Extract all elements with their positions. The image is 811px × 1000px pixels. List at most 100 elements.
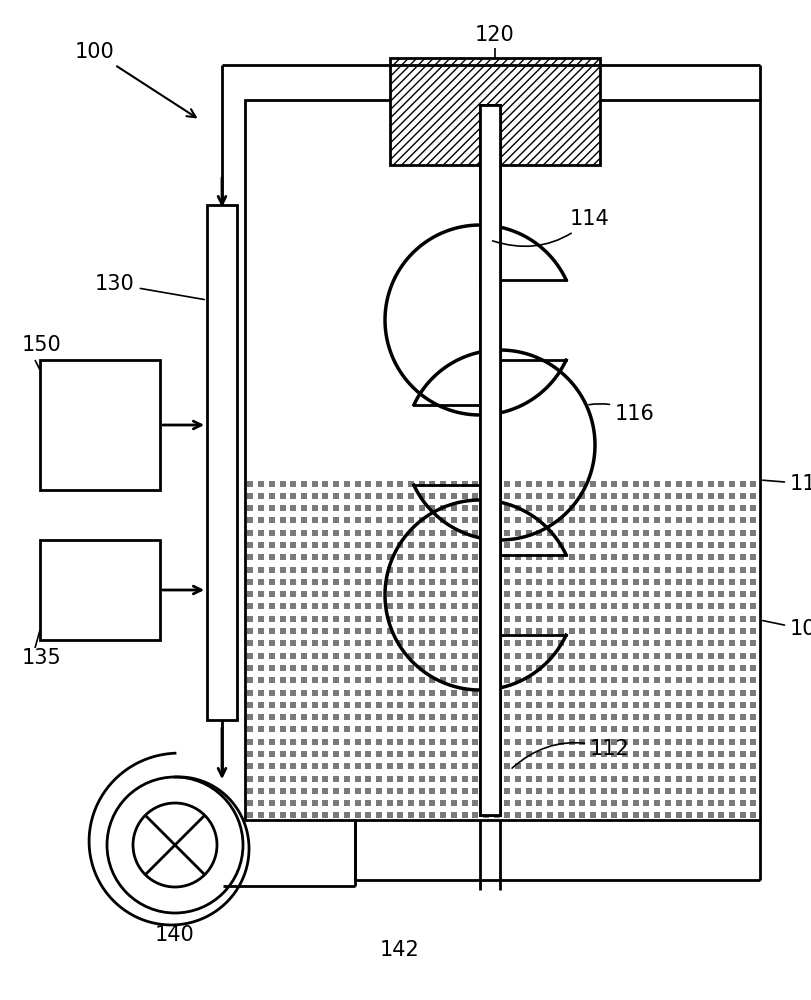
Bar xyxy=(578,726,585,732)
Bar xyxy=(525,739,531,745)
Bar xyxy=(525,530,531,536)
Bar xyxy=(514,628,521,634)
Bar xyxy=(483,640,488,646)
Bar xyxy=(311,653,317,659)
Bar xyxy=(590,677,595,683)
Bar xyxy=(707,776,713,782)
Text: 114: 114 xyxy=(492,209,609,246)
Bar xyxy=(611,763,616,769)
Bar xyxy=(258,530,264,536)
Bar xyxy=(418,751,424,757)
Bar xyxy=(611,616,616,622)
Bar xyxy=(739,800,744,806)
Bar xyxy=(440,714,445,720)
Bar xyxy=(568,812,574,818)
Bar xyxy=(333,714,339,720)
Bar xyxy=(685,677,692,683)
Bar xyxy=(536,628,542,634)
Bar xyxy=(440,776,445,782)
Bar xyxy=(322,726,328,732)
Bar xyxy=(493,567,499,573)
Bar xyxy=(590,665,595,671)
Bar xyxy=(333,702,339,708)
Bar xyxy=(718,702,723,708)
Bar xyxy=(397,677,403,683)
Bar xyxy=(408,493,414,499)
Bar xyxy=(578,763,585,769)
Bar xyxy=(739,702,744,708)
Bar xyxy=(418,554,424,560)
Bar xyxy=(408,517,414,523)
Bar xyxy=(590,763,595,769)
Bar xyxy=(386,812,393,818)
Bar xyxy=(654,530,659,536)
Text: 150: 150 xyxy=(22,335,62,355)
Bar xyxy=(258,628,264,634)
Bar xyxy=(322,788,328,794)
Bar xyxy=(685,702,692,708)
Bar xyxy=(386,763,393,769)
Bar xyxy=(664,653,670,659)
Bar xyxy=(375,702,381,708)
Bar xyxy=(654,591,659,597)
Bar xyxy=(568,763,574,769)
Bar xyxy=(483,665,488,671)
Bar xyxy=(343,554,350,560)
Bar xyxy=(290,591,296,597)
Bar xyxy=(536,788,542,794)
Bar xyxy=(536,603,542,609)
Bar xyxy=(590,505,595,511)
Bar xyxy=(311,812,317,818)
Bar xyxy=(450,776,457,782)
Bar xyxy=(322,603,328,609)
Bar xyxy=(408,505,414,511)
Bar xyxy=(578,603,585,609)
Bar xyxy=(333,800,339,806)
Bar xyxy=(621,653,627,659)
Bar xyxy=(333,567,339,573)
Bar xyxy=(354,739,360,745)
Bar xyxy=(40,540,160,640)
Bar xyxy=(311,739,317,745)
Bar xyxy=(247,800,253,806)
Bar xyxy=(547,517,552,523)
Bar xyxy=(258,800,264,806)
Bar xyxy=(675,567,680,573)
Bar xyxy=(386,505,393,511)
Bar xyxy=(268,567,275,573)
Bar xyxy=(525,640,531,646)
Bar xyxy=(290,677,296,683)
Bar xyxy=(621,616,627,622)
Bar xyxy=(418,788,424,794)
Bar xyxy=(578,665,585,671)
Bar xyxy=(247,567,253,573)
Bar xyxy=(642,690,649,696)
Bar xyxy=(600,776,606,782)
Bar xyxy=(354,677,360,683)
Bar xyxy=(247,763,253,769)
Bar xyxy=(578,800,585,806)
Bar xyxy=(749,530,756,536)
Bar xyxy=(557,776,563,782)
Bar xyxy=(343,517,350,523)
Bar xyxy=(386,579,393,585)
Bar xyxy=(483,726,488,732)
Text: 140: 140 xyxy=(155,925,195,945)
Bar xyxy=(408,579,414,585)
Bar xyxy=(557,812,563,818)
Bar xyxy=(611,481,616,487)
Bar xyxy=(397,640,403,646)
Bar xyxy=(343,714,350,720)
Bar xyxy=(611,812,616,818)
Bar xyxy=(568,788,574,794)
Bar xyxy=(354,603,360,609)
Bar xyxy=(568,776,574,782)
Bar xyxy=(557,530,563,536)
Bar xyxy=(429,788,435,794)
Bar xyxy=(322,800,328,806)
Bar xyxy=(654,603,659,609)
Bar xyxy=(611,640,616,646)
Bar xyxy=(461,726,467,732)
Bar xyxy=(557,628,563,634)
Bar xyxy=(450,530,457,536)
